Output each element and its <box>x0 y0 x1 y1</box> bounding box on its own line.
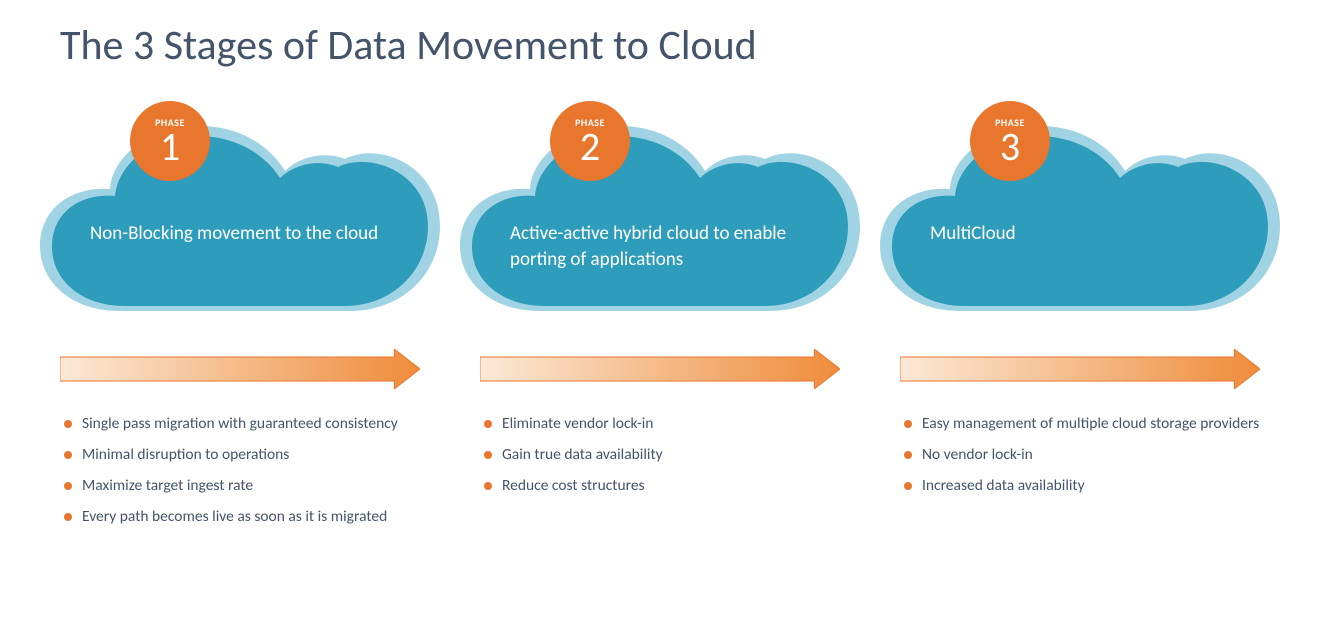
stage-1-bullets: Single pass migration with guaranteed co… <box>60 414 420 528</box>
phase-badge-1: PHASE 1 <box>130 101 210 181</box>
list-item: Reduce cost structures <box>480 476 840 497</box>
stage-3: PHASE 3 MultiCloud Easy management of mu… <box>900 101 1260 538</box>
cloud-2: PHASE 2 Active-active hybrid cloud to en… <box>480 101 840 341</box>
list-item: No vendor lock-in <box>900 445 1260 466</box>
cloud-3: PHASE 3 MultiCloud <box>900 101 1260 341</box>
list-item: Eliminate vendor lock-in <box>480 414 840 435</box>
list-item: Every path becomes live as soon as it is… <box>60 507 420 528</box>
phase-number: 1 <box>160 127 180 167</box>
stage-1: PHASE 1 Non-Blocking movement to the clo… <box>60 101 420 538</box>
arrow-3 <box>900 349 1260 389</box>
phase-badge-2: PHASE 2 <box>550 101 630 181</box>
page-title: The 3 Stages of Data Movement to Cloud <box>60 20 1260 71</box>
arrow-1 <box>60 349 420 389</box>
stage-2-bullets: Eliminate vendor lock-in Gain true data … <box>480 414 840 497</box>
list-item: Single pass migration with guaranteed co… <box>60 414 420 435</box>
list-item: Easy management of multiple cloud storag… <box>900 414 1260 435</box>
stage-3-bullets: Easy management of multiple cloud storag… <box>900 414 1260 497</box>
arrow-icon <box>480 349 840 389</box>
list-item: Increased data availability <box>900 476 1260 497</box>
cloud-1: PHASE 1 Non-Blocking movement to the clo… <box>60 101 420 341</box>
phase-badge-3: PHASE 3 <box>970 101 1050 181</box>
stage-2-heading: Active-active hybrid cloud to enable por… <box>510 221 800 272</box>
list-item: Minimal disruption to operations <box>60 445 420 466</box>
stage-3-heading: MultiCloud <box>930 221 1220 247</box>
stage-1-heading: Non-Blocking movement to the cloud <box>90 221 380 247</box>
list-item: Gain true data availability <box>480 445 840 466</box>
arrow-icon <box>900 349 1260 389</box>
stage-2: PHASE 2 Active-active hybrid cloud to en… <box>480 101 840 538</box>
phase-number: 3 <box>1000 127 1020 167</box>
arrow-icon <box>60 349 420 389</box>
arrow-2 <box>480 349 840 389</box>
stages-row: PHASE 1 Non-Blocking movement to the clo… <box>60 101 1260 538</box>
phase-number: 2 <box>580 127 600 167</box>
list-item: Maximize target ingest rate <box>60 476 420 497</box>
